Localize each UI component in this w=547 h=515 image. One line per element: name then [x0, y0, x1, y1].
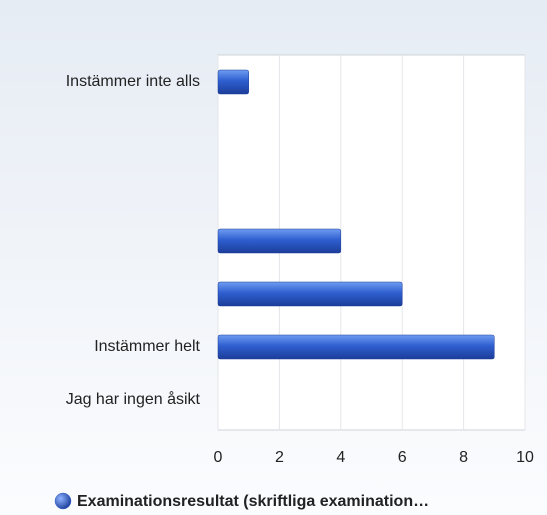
- legend-label: Examinationsresultat (skriftliga examina…: [77, 493, 429, 510]
- x-tick-label: 4: [336, 449, 345, 466]
- x-tick-label: 10: [516, 449, 534, 466]
- legend-marker: [54, 492, 72, 510]
- bar: [217, 334, 495, 360]
- bar: [217, 281, 403, 307]
- x-tick-label: 6: [398, 449, 407, 466]
- y-tick-label: Instämmer inte alls: [66, 73, 200, 90]
- x-tick-label: 2: [275, 449, 284, 466]
- x-tick-label: 8: [459, 449, 468, 466]
- x-tick-label: 0: [214, 449, 223, 466]
- bar: [217, 228, 342, 254]
- y-tick-label: Jag har ingen åsikt: [66, 390, 201, 408]
- y-tick-label: Instämmer helt: [94, 338, 200, 355]
- bar: [217, 69, 249, 95]
